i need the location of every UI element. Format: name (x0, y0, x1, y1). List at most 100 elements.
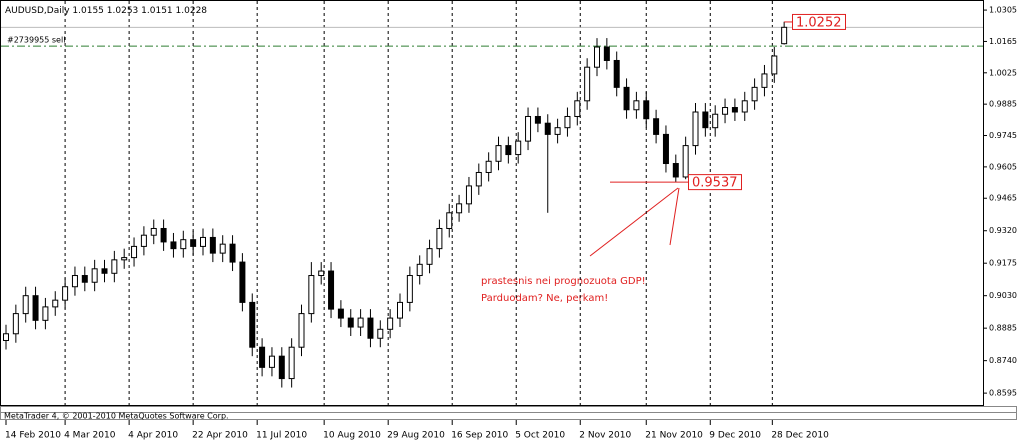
x-tick-label: 11 Jul 2010 (256, 431, 307, 441)
candle-body (32, 295, 39, 321)
candle-body (42, 306, 49, 321)
candle-body (180, 239, 187, 250)
x-tick-label: 10 Aug 2010 (323, 431, 381, 441)
candle-body (505, 145, 512, 156)
y-tick-label: 0.8595 (989, 389, 1017, 398)
price-box (688, 174, 742, 191)
candle-body (219, 243, 226, 254)
y-tick-label: 0.9030 (989, 291, 1017, 300)
candle-body (328, 270, 335, 310)
candle-body (308, 275, 315, 315)
candle-body (623, 86, 630, 111)
symbol: AUDUSD,Daily (5, 6, 70, 16)
candle-body (741, 100, 748, 113)
y-tick-label: 0.9885 (989, 100, 1017, 109)
y-tick-label: 0.9320 (989, 226, 1017, 235)
candle-body (377, 328, 384, 339)
candle-body (722, 107, 729, 115)
y-tick-label: 0.9605 (989, 162, 1017, 171)
candle-body (712, 113, 719, 129)
y-tick-label: 0.9745 (989, 131, 1017, 140)
candle-body (534, 115, 541, 124)
y-tick-label: 0.9175 (989, 259, 1017, 268)
candle-body (367, 317, 374, 339)
candle-body (357, 317, 364, 328)
plot-frame (0, 0, 984, 406)
y-tick-label: 1.0305 (989, 6, 1017, 15)
candle-body (318, 270, 325, 277)
candle-body (662, 133, 669, 165)
x-tick-label: 21 Nov 2010 (645, 431, 703, 441)
y-tick-label: 0.9465 (989, 194, 1017, 203)
status-frame (0, 412, 1017, 420)
x-tick-label: 29 Aug 2010 (387, 431, 445, 441)
candle-body (564, 115, 571, 129)
ohlc-low: 1.0151 (141, 6, 173, 16)
candle-body (111, 259, 118, 274)
candle-body (525, 115, 532, 142)
y-tick-label: 1.0165 (989, 37, 1017, 46)
candle-body (278, 355, 285, 380)
candle-body (475, 171, 482, 187)
y-tick-label: 0.8740 (989, 356, 1017, 365)
price-label: 1.0252 (796, 15, 842, 30)
candle-body (140, 234, 147, 247)
candle-body (485, 160, 492, 173)
x-tick-label: 5 Oct 2010 (515, 431, 565, 441)
candle-body (62, 286, 69, 301)
note: Parduodam? Ne, perkam! (481, 293, 608, 304)
price-label: 0.9537 (692, 176, 738, 191)
y-tick-label: 0.8885 (989, 324, 1017, 333)
candle-body (190, 239, 197, 247)
y-tick-label: 1.0025 (989, 68, 1017, 77)
candle-body (170, 241, 177, 250)
x-tick-label: 28 Dec 2010 (771, 431, 829, 441)
candle-body (613, 59, 620, 88)
candle-body (643, 100, 650, 120)
ohlc-open: 1.0155 (72, 6, 104, 16)
note: prastesnis nei prognozuota GDP! (481, 276, 646, 287)
x-tick-label: 16 Sep 2010 (451, 431, 508, 441)
x-tick-label: 9 Dec 2010 (709, 431, 761, 441)
candle-body (603, 46, 610, 61)
candle-body (406, 275, 413, 303)
candle-body (160, 227, 167, 243)
candle-body (288, 346, 295, 380)
x-tick-label: 14 Feb 2010 (5, 431, 61, 441)
candle-body (731, 107, 738, 113)
candle-body (12, 313, 19, 335)
candle-body (121, 257, 128, 261)
candle-body (81, 275, 88, 283)
candle-body (387, 317, 394, 330)
candle-body (229, 243, 236, 263)
annotation-arrow (669, 187, 680, 246)
candle-body (761, 73, 768, 88)
candle-body (554, 127, 561, 135)
candle-body (702, 111, 709, 129)
x-tick-label: 2 Nov 2010 (579, 431, 631, 441)
candle-body (584, 66, 591, 102)
candle-body (771, 55, 778, 75)
candle-body (465, 185, 472, 205)
candle-body (239, 261, 246, 303)
candle-body (544, 122, 551, 135)
candle-body (71, 275, 78, 288)
x-tick-label: 22 Apr 2010 (192, 431, 248, 441)
chart-title: AUDUSD,Daily 1.0155 1.0253 1.0151 1.0228 (5, 6, 207, 16)
candle-body (751, 86, 758, 102)
candle-body (495, 145, 502, 162)
candle-body (436, 227, 443, 250)
candle-body (446, 212, 453, 229)
candle-body (101, 268, 108, 274)
candle-body (416, 263, 423, 277)
candle-body (268, 355, 275, 368)
status-bar: MetaTrader 4, © 2001-2010 MetaQuotes Sof… (4, 412, 229, 421)
x-tick-label: 4 Mar 2010 (64, 431, 116, 441)
candle-body (633, 100, 640, 111)
candle-body (682, 145, 689, 178)
ohlc-high: 1.0253 (107, 6, 139, 16)
candle-body (298, 313, 305, 348)
order-label: #2739955 sell (7, 36, 65, 45)
candle-body (426, 248, 433, 265)
candle-body (653, 118, 660, 135)
